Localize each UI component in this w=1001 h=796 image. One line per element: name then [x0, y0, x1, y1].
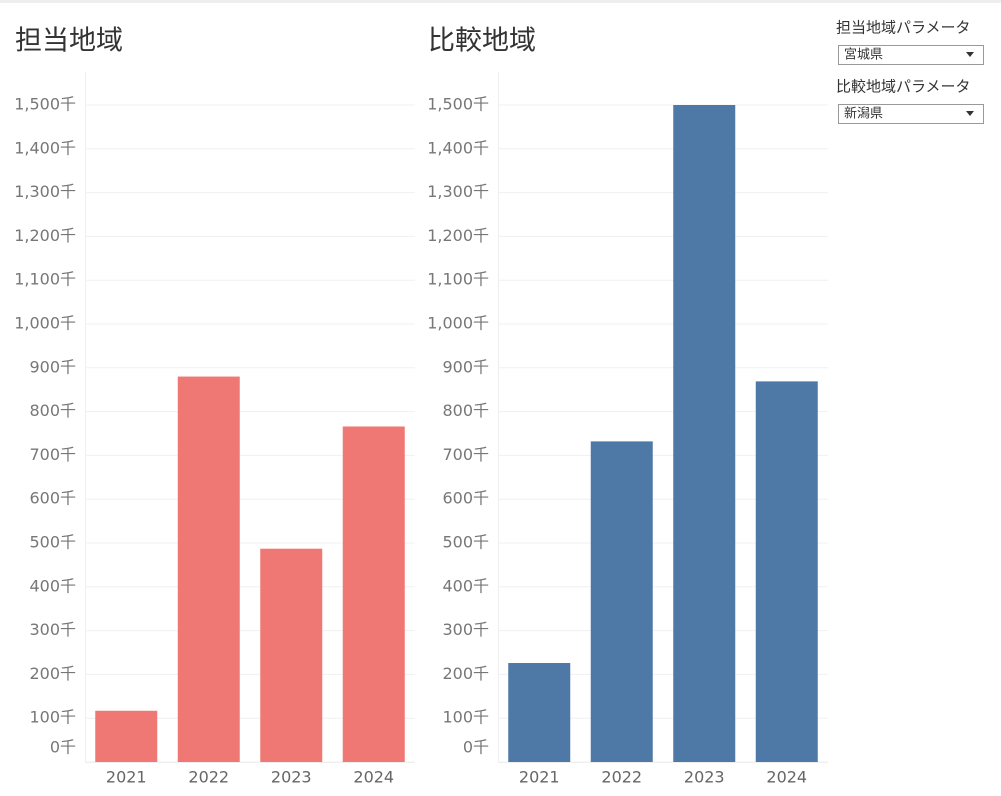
y-tick-label: 300千: [29, 620, 76, 639]
x-tick-label: 2023: [271, 768, 312, 787]
y-tick-label: 200千: [29, 664, 76, 683]
x-tick-label: 2024: [766, 768, 807, 787]
y-tick-label: 0千: [463, 738, 489, 757]
y-tick-label: 0千: [50, 738, 76, 757]
bar: [177, 376, 240, 762]
bar: [755, 381, 818, 762]
dropdown[interactable]: [838, 45, 984, 65]
y-tick-label: 400千: [442, 576, 489, 595]
x-tick-label: 2021: [519, 768, 560, 787]
dropdown-arrow[interactable]: [966, 52, 974, 57]
dropdown-value[interactable]: 新潟県: [844, 106, 883, 122]
bar: [508, 663, 571, 762]
y-tick-label: 700千: [29, 445, 76, 464]
dropdown[interactable]: [838, 104, 984, 124]
y-tick-label: 1,300千: [427, 182, 489, 201]
y-tick-label: 1,000千: [14, 314, 76, 333]
y-tick-label: 1,500千: [427, 95, 489, 114]
y-tick-label: 1,400千: [14, 138, 76, 157]
control-label: 担当地域パラメータ: [836, 19, 971, 37]
bar: [342, 426, 405, 762]
y-tick-label: 200千: [442, 664, 489, 683]
y-tick-label: 600千: [29, 489, 76, 508]
y-tick-label: 1,200千: [14, 226, 76, 245]
chart-title: 担当地域: [15, 26, 123, 57]
y-tick-label: 300千: [442, 620, 489, 639]
bar: [95, 710, 158, 762]
x-tick-label: 2024: [353, 768, 394, 787]
y-tick-label: 500千: [29, 533, 76, 552]
y-tick-label: 1,400千: [427, 138, 489, 157]
x-tick-label: 2021: [106, 768, 147, 787]
y-tick-label: 500千: [442, 533, 489, 552]
x-tick-label: 2022: [188, 768, 229, 787]
dropdown-arrow[interactable]: [966, 111, 974, 116]
bar: [673, 105, 736, 762]
chart-title: 比較地域: [428, 26, 536, 57]
top-strip: [0, 0, 1001, 3]
bar: [260, 548, 323, 762]
y-tick-label: 900千: [29, 357, 76, 376]
y-tick-label: 800千: [442, 401, 489, 420]
dropdown-value[interactable]: 宮城県: [844, 47, 883, 63]
y-tick-label: 600千: [442, 489, 489, 508]
y-tick-label: 1,300千: [14, 182, 76, 201]
y-tick-label: 1,200千: [427, 226, 489, 245]
y-tick-label: 1,100千: [14, 270, 76, 289]
y-tick-label: 1,100千: [427, 270, 489, 289]
x-tick-label: 2023: [684, 768, 725, 787]
y-tick-label: 700千: [442, 445, 489, 464]
y-tick-label: 900千: [442, 357, 489, 376]
control-label: 比較地域パラメータ: [836, 78, 971, 96]
y-tick-label: 1,500千: [14, 95, 76, 114]
bar: [590, 441, 653, 762]
y-tick-label: 100千: [442, 708, 489, 727]
y-tick-label: 800千: [29, 401, 76, 420]
y-tick-label: 100千: [29, 708, 76, 727]
y-tick-label: 400千: [29, 576, 76, 595]
x-tick-label: 2022: [601, 768, 642, 787]
y-tick-label: 1,000千: [427, 314, 489, 333]
